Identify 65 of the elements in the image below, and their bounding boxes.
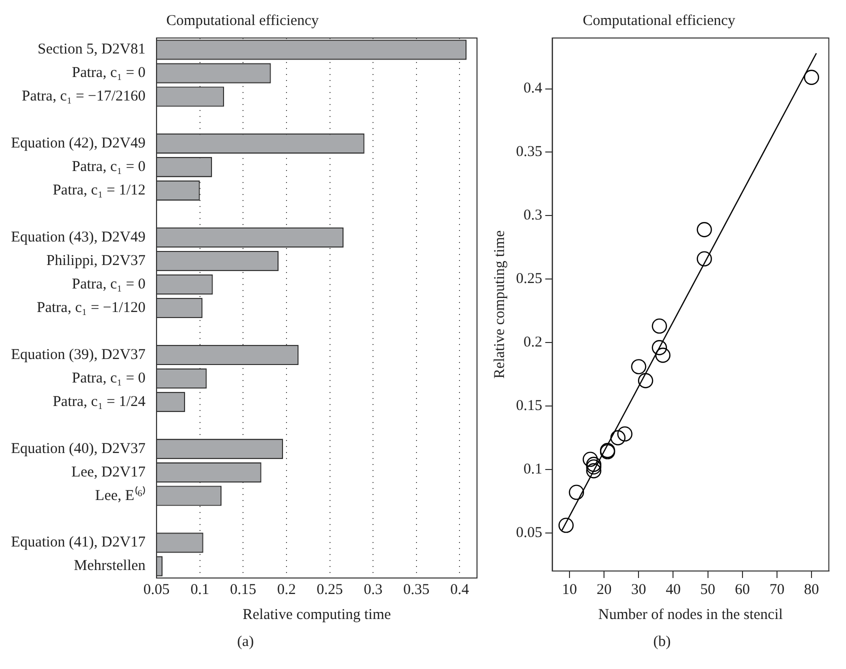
x-tick-label: 20: [596, 582, 612, 598]
point: [631, 359, 646, 374]
y-tick-label: 0.05: [516, 524, 542, 541]
y-tick-label: Equation (41), D2V17: [11, 534, 146, 551]
y-tick-label: Patra, c₁ = 1/24: [52, 394, 146, 410]
point: [586, 463, 602, 478]
text: (b): [653, 634, 671, 651]
x-tick-label: 50: [700, 582, 716, 598]
y-tick-label: 0.3: [524, 208, 542, 224]
x-tick-label: 0.3: [364, 582, 382, 598]
x-tick-label: 40: [666, 582, 681, 598]
point: [652, 318, 668, 334]
point: [582, 452, 598, 467]
y-tick-label: 0.25: [516, 271, 542, 288]
chart-title: Computational efficiency: [582, 12, 736, 29]
point: [568, 484, 584, 500]
y-tick-label: 0.35: [516, 144, 542, 160]
x-axis-title: Relative computing time: [242, 606, 392, 623]
point: [617, 426, 632, 442]
y-tick-label: Equation (40), D2V37: [11, 440, 146, 457]
y-tick-label: Mehrstellen: [74, 558, 146, 574]
x-tick-label: 0.4: [450, 582, 470, 598]
y-tick-label: Patra, c₁ = 1/12: [52, 182, 146, 199]
y-tick-label: Philippi, D2V37: [46, 252, 146, 269]
y-axis-title: Relative computing time: [492, 230, 508, 379]
point: [558, 518, 574, 533]
point: [804, 70, 820, 85]
x-axis-title: Number of nodes in the stencil: [598, 606, 783, 623]
y-tick-label: Patra, c₁ = −1/120: [36, 300, 146, 316]
point: [652, 340, 668, 356]
x-tick-label: 30: [631, 582, 646, 598]
y-tick-label: 0.4: [524, 80, 543, 97]
y-tick-label: Lee, E⁽⁶⁾: [95, 486, 146, 504]
x-tick-label: 0.2: [277, 582, 296, 598]
y-tick-label: Patra, c₁ = −17/2160: [22, 88, 146, 105]
point: [696, 251, 712, 266]
y-tick-label: Equation (42), D2V49: [11, 136, 146, 152]
point: [610, 430, 626, 446]
point: [696, 222, 712, 238]
y-tick-label: Patra, c₁ = 0: [72, 65, 146, 82]
x-tick-label: 70: [769, 582, 784, 598]
y-tick-label: Patra, c₁ = 0: [72, 159, 146, 176]
x-tick-label: 0.35: [403, 582, 430, 598]
x-tick-label: 10: [562, 582, 578, 598]
text: (a): [237, 634, 254, 651]
x-tick-label: 0.1: [190, 582, 210, 598]
x-tick-label: 60: [734, 582, 750, 598]
x-tick-label: 0.05: [143, 582, 170, 598]
y-tick-label: Equation (39), D2V37: [11, 346, 146, 363]
y-tick-label: Patra, c₁ = 0: [72, 276, 146, 292]
y-tick-label: Equation (43), D2V49: [11, 230, 146, 246]
point: [586, 459, 602, 475]
chart-title: Computational efficiency: [166, 12, 320, 29]
y-tick-label: 0.1: [524, 461, 542, 478]
y-tick-label: 0.2: [524, 334, 542, 351]
y-tick-label: Patra, c₁ = 0: [72, 370, 146, 386]
point: [638, 373, 654, 388]
y-tick-label: Section 5, D2V81: [38, 42, 146, 58]
x-tick-label: 0.25: [316, 582, 343, 598]
point: [586, 456, 602, 472]
x-tick-label: 0.15: [230, 582, 256, 598]
point: [655, 348, 670, 363]
y-tick-label: Lee, D2V17: [71, 464, 146, 480]
x-tick-label: 80: [804, 582, 820, 598]
y-tick-label: 0.15: [516, 398, 542, 414]
